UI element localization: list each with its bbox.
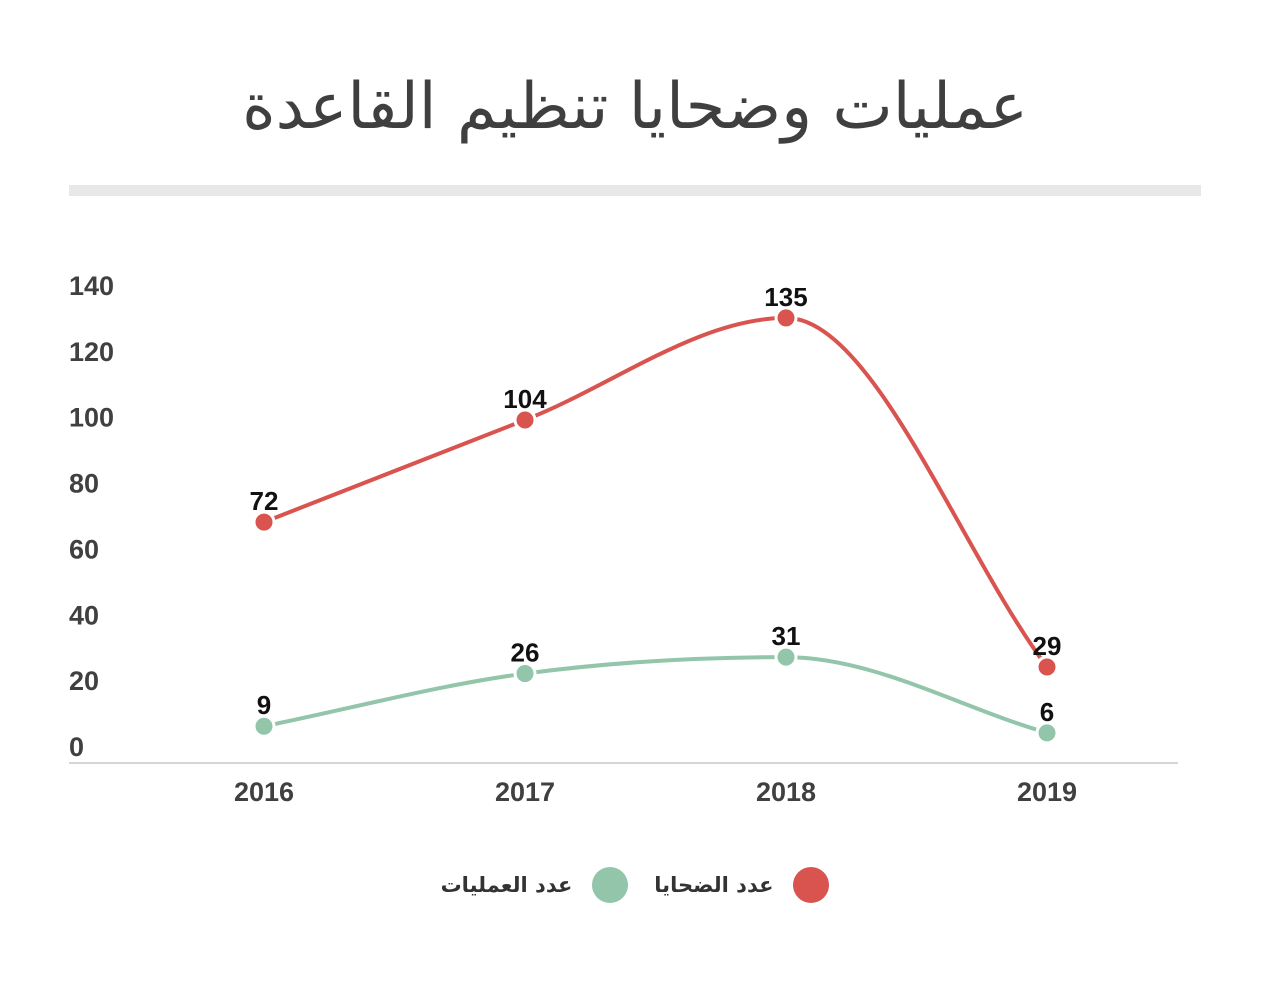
data-label-victims: 135 [764,282,807,312]
data-point-operations[interactable] [774,645,798,669]
legend: عدد الضحايا عدد العمليات [0,860,1270,910]
data-label-operations: 9 [257,690,271,720]
data-label-victims: 104 [503,384,547,414]
data-point-operations[interactable] [252,714,276,738]
legend-swatch-victims [793,867,830,903]
x-tick-label: 2018 [756,777,816,807]
title-divider [69,185,1201,196]
y-tick-label: 80 [69,469,99,499]
y-tick-label: 100 [69,403,114,433]
data-label-victims: 29 [1033,631,1062,661]
data-point-operations[interactable] [513,662,537,686]
legend-label-operations: عدد العمليات [440,873,573,897]
data-labels: 72 104 135 29 9 26 31 6 [250,282,1062,727]
legend-item-operations[interactable]: عدد العمليات [441,867,629,903]
x-tick-label: 2017 [495,777,555,807]
series-line-victims [262,315,1049,669]
y-tick-label: 0 [69,732,84,762]
x-tick-label: 2016 [234,777,294,807]
data-point-victims[interactable] [513,408,537,432]
legend-item-victims[interactable]: عدد الضحايا [654,867,830,903]
data-point-victims[interactable] [774,306,798,330]
y-tick-label: 140 [69,271,114,301]
y-axis: 0 20 40 60 80 100 120 140 [69,271,114,762]
series-line-operations [262,655,1049,735]
data-label-operations: 6 [1040,697,1054,727]
data-label-operations: 26 [511,638,540,668]
y-tick-label: 120 [69,337,114,367]
series-layer [252,306,1059,745]
data-label-victims: 72 [250,486,279,516]
data-point-victims[interactable] [252,510,276,534]
legend-swatch-operations [592,867,629,903]
legend-label-victims: عدد الضحايا [654,873,774,897]
y-tick-label: 40 [69,600,99,630]
data-label-operations: 31 [772,621,801,651]
x-axis: 2016 2017 2018 2019 [69,762,1178,807]
chart-title: عمليات وضحايا تنظيم القاعدة [242,70,1028,144]
data-point-operations[interactable] [1035,721,1059,745]
x-tick-label: 2019 [1017,777,1077,807]
y-tick-label: 60 [69,534,99,564]
y-tick-label: 20 [69,666,99,696]
data-point-victims[interactable] [1035,655,1059,679]
